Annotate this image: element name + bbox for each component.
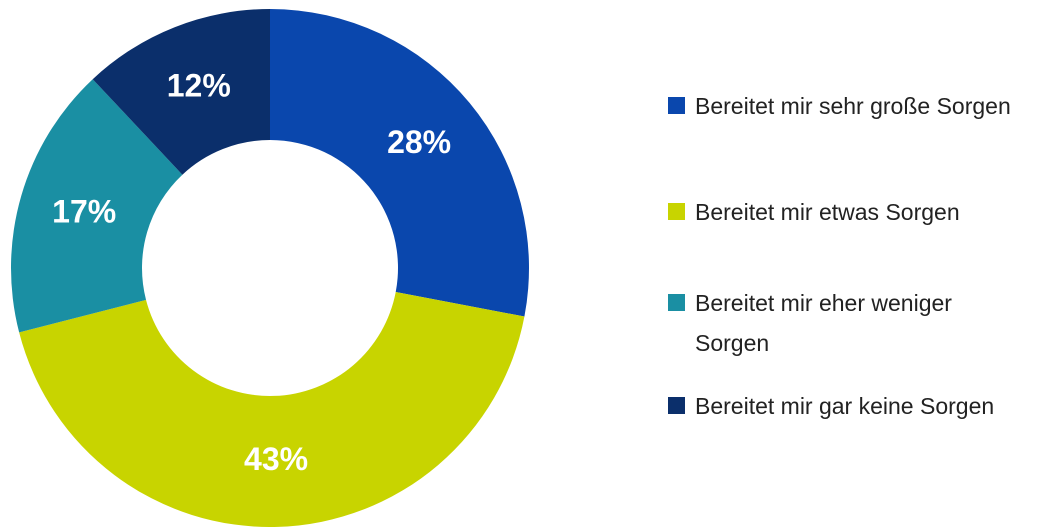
legend-item: Bereitet mir eher weniger Sorgen xyxy=(668,283,1015,363)
value-label: 28% xyxy=(387,124,451,160)
legend-swatch xyxy=(668,294,685,311)
value-label: 17% xyxy=(52,193,116,229)
donut-slice xyxy=(92,9,270,175)
donut-slice xyxy=(270,9,529,317)
legend-swatch xyxy=(668,97,685,114)
legend-label: Bereitet mir eher weniger Sorgen xyxy=(695,290,952,356)
value-label: 12% xyxy=(167,68,231,104)
donut-slice xyxy=(11,79,183,333)
donut-slice xyxy=(19,291,525,527)
legend-label: Bereitet mir etwas Sorgen xyxy=(695,199,960,225)
legend-label: Bereitet mir sehr große Sorgen xyxy=(695,93,1011,119)
legend-swatch xyxy=(668,203,685,220)
legend-item: Bereitet mir gar keine Sorgen xyxy=(668,386,1015,426)
value-label: 43% xyxy=(244,441,308,477)
legend-item: Bereitet mir sehr große Sorgen xyxy=(668,86,1015,126)
legend-item: Bereitet mir etwas Sorgen xyxy=(668,192,1015,232)
legend-swatch xyxy=(668,397,685,414)
legend-label: Bereitet mir gar keine Sorgen xyxy=(695,393,995,419)
